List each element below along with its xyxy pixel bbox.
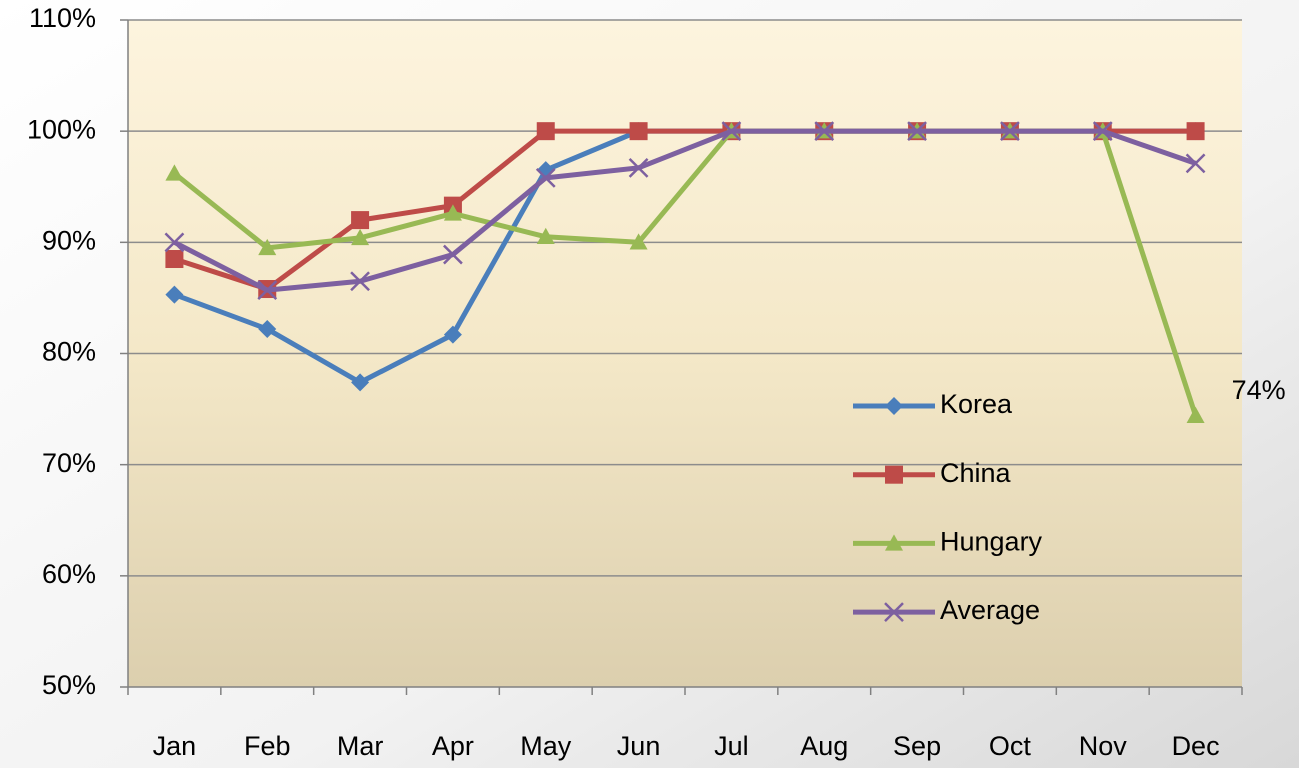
- legend-label: China: [940, 458, 1012, 488]
- marker: [164, 232, 185, 253]
- y-tick-label: 70%: [42, 448, 96, 478]
- marker: [165, 250, 184, 269]
- x-tick-label: Apr: [432, 731, 474, 761]
- marker: [443, 244, 463, 265]
- legend-label: Average: [940, 595, 1040, 625]
- marker: [1000, 121, 1020, 142]
- y-tick-label: 80%: [42, 337, 96, 367]
- legend-label: Hungary: [940, 527, 1043, 557]
- y-tick-label: 50%: [42, 670, 96, 700]
- y-tick-label: 110%: [29, 3, 96, 33]
- x-tick-label: Dec: [1172, 731, 1220, 761]
- marker: [350, 271, 370, 292]
- marker: [443, 204, 462, 221]
- marker: [258, 238, 277, 256]
- x-tick-label: Jan: [153, 731, 197, 761]
- y-tick-label: 60%: [42, 559, 96, 589]
- y-tick-label: 90%: [42, 225, 96, 255]
- marker: [536, 227, 555, 244]
- y-tick-label: 100%: [27, 114, 96, 144]
- marker: [535, 167, 556, 188]
- marker: [165, 285, 184, 304]
- marker: [1185, 153, 1206, 174]
- marker: [629, 233, 648, 250]
- marker: [884, 602, 904, 622]
- marker: [721, 121, 742, 142]
- marker: [258, 320, 277, 339]
- series-line: [173, 128, 1197, 293]
- x-tick-label: May: [520, 731, 572, 761]
- marker: [814, 121, 835, 142]
- x-tick-label: Mar: [337, 731, 384, 761]
- marker: [351, 228, 370, 246]
- data-label: 74%: [1232, 375, 1286, 405]
- marker: [885, 397, 903, 415]
- marker: [907, 121, 927, 142]
- marker: [165, 164, 184, 181]
- x-tick-label: Aug: [800, 731, 848, 761]
- x-tick-label: Jul: [714, 731, 749, 761]
- marker: [536, 122, 555, 141]
- marker: [351, 211, 370, 230]
- marker: [885, 465, 903, 484]
- x-tick-label: Nov: [1079, 731, 1128, 761]
- marker: [885, 534, 903, 551]
- marker: [351, 373, 370, 392]
- x-tick-label: Feb: [244, 731, 291, 761]
- marker: [629, 122, 648, 141]
- x-tick-label: Oct: [989, 731, 1032, 761]
- x-tick-label: Jun: [617, 731, 661, 761]
- marker: [443, 325, 462, 344]
- legend-label: Korea: [940, 389, 1013, 419]
- marker: [1186, 406, 1205, 423]
- marker: [628, 157, 649, 178]
- marker: [1092, 121, 1113, 142]
- marker: [257, 280, 278, 301]
- marker: [1186, 122, 1205, 141]
- x-tick-label: Sep: [893, 731, 941, 761]
